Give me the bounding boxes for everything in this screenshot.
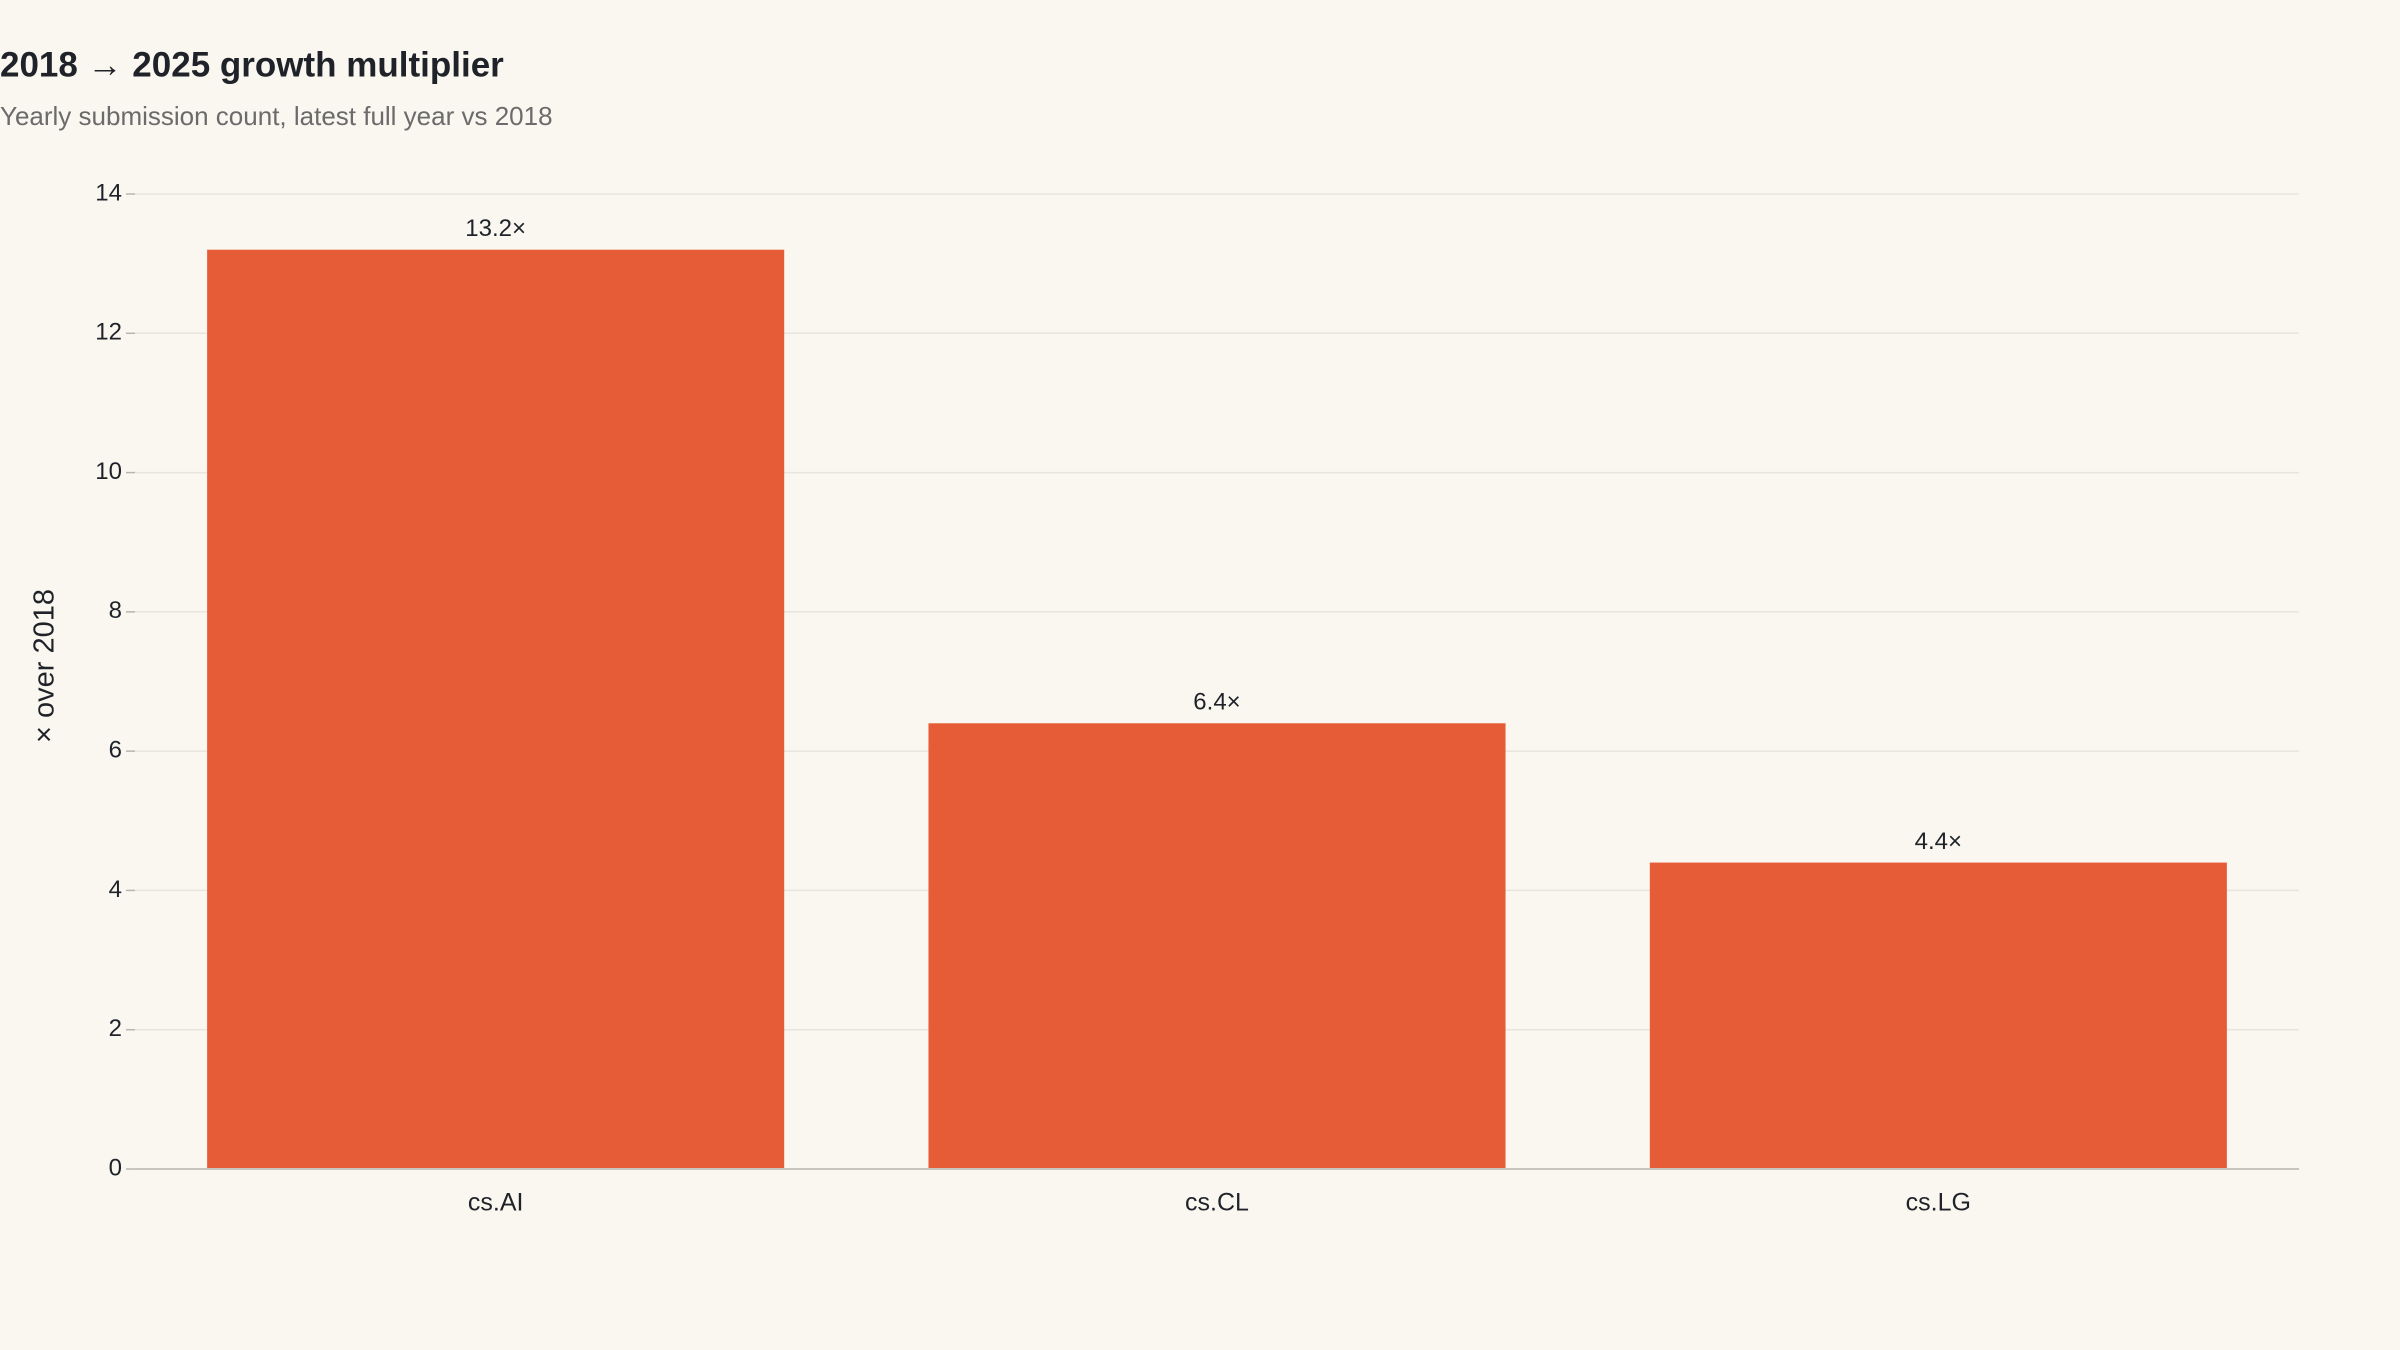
data-label: 13.2× [465,215,526,242]
y-axis-label: × over 2018 [29,589,61,743]
x-tick-label: cs.LG [1906,1189,1971,1217]
y-tick-label: 0 [109,1154,122,1181]
x-tick-label: cs.CL [1185,1189,1249,1217]
y-tick-label: 14 [95,179,122,206]
y-tick-label: 4 [109,876,122,903]
x-tick-label: cs.AI [468,1189,524,1217]
y-tick-label: 10 [95,458,122,485]
y-tick-label: 12 [95,319,122,346]
chart-subtitle: Yearly submission count, latest full yea… [0,101,553,131]
data-label: 4.4× [1915,828,1962,855]
y-tick-label: 2 [109,1015,122,1042]
bar [207,249,785,1169]
y-tick-label: 6 [109,736,122,763]
chart-title: 2018 → 2025 growth multiplier [0,45,504,84]
y-tick-label: 8 [109,597,122,624]
data-label: 6.4× [1193,689,1240,716]
bar [1649,862,2227,1169]
bar [928,723,1506,1169]
